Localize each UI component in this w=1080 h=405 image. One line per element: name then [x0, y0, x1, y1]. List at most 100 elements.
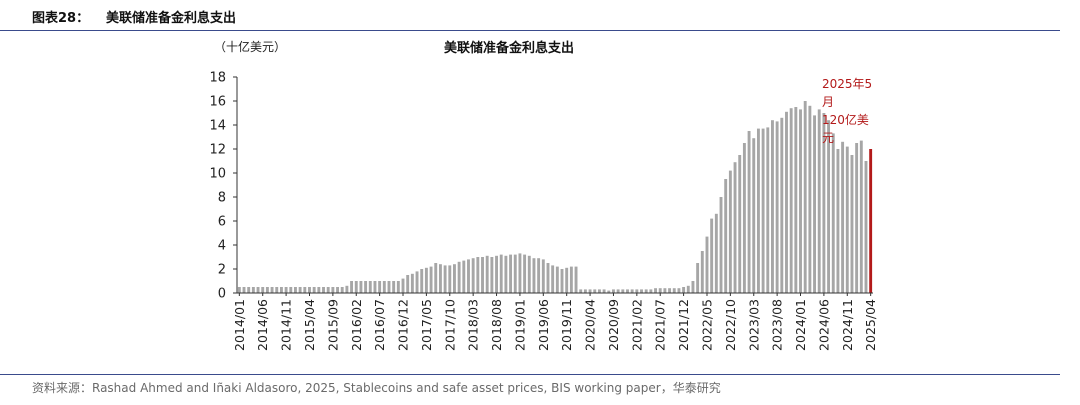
bar: [579, 289, 583, 293]
bar: [630, 289, 634, 293]
bar: [714, 213, 718, 293]
chart-title: 美联储准备金利息支出: [444, 41, 575, 56]
bar: [593, 289, 597, 293]
bar: [766, 127, 770, 294]
bar: [752, 138, 756, 293]
x-tick-label: 2017/05: [419, 299, 434, 351]
y-tick-label: 6: [218, 215, 226, 230]
bar: [532, 258, 536, 293]
bar: [817, 109, 821, 294]
bar: [742, 143, 746, 293]
bar: [336, 287, 339, 293]
bar: [270, 287, 274, 293]
bar: [789, 108, 793, 293]
bar: [597, 289, 601, 293]
annotation-line: 2025年5: [822, 77, 872, 91]
bar: [265, 287, 269, 293]
x-tick-label: 2018/03: [466, 299, 481, 351]
bar: [719, 197, 723, 293]
x-axis: 2014/01 2014/06 2014/11 2015/04 2015/09 2016/…: [232, 292, 878, 351]
bar: [607, 290, 611, 293]
bar: [499, 254, 503, 293]
x-tick-label: 2019/01: [512, 299, 527, 351]
bar: [406, 275, 410, 293]
bar: [317, 287, 321, 293]
bar: [467, 259, 470, 293]
bar: [303, 287, 307, 293]
bar: [831, 133, 835, 293]
bar: [354, 281, 358, 293]
figure-title: 美联储准备金利息支出: [106, 11, 237, 26]
bar: [251, 287, 255, 293]
bar: [509, 254, 513, 293]
x-tick-label: 2015/09: [325, 299, 340, 351]
bar: [780, 117, 784, 293]
x-tick-label: 2020/04: [583, 299, 598, 351]
bar: [841, 141, 845, 293]
bar: [410, 273, 414, 293]
y-tick-label: 4: [218, 239, 226, 254]
bar: [691, 281, 695, 293]
x-tick-label: 2025/04: [863, 299, 878, 351]
bar: [527, 255, 531, 293]
bars: [237, 101, 873, 294]
bar: [396, 281, 400, 293]
bar: [284, 287, 288, 293]
bar: [672, 288, 676, 293]
bar: [644, 289, 648, 293]
bar: [799, 109, 802, 294]
bar-highlight: [869, 149, 873, 293]
x-tick-label: 2014/01: [232, 299, 247, 351]
source-note: 资料来源：Rashad Ahmed and Iñaki Aldasoro, 20…: [32, 381, 721, 395]
bar: [490, 257, 494, 293]
x-tick-label: 2015/04: [302, 299, 317, 351]
bar: [756, 128, 760, 293]
bar: [331, 287, 335, 293]
bar: [322, 287, 325, 293]
bar: [476, 257, 480, 293]
y-axis-unit-label: （十亿美元）: [214, 40, 287, 54]
bar: [382, 281, 386, 293]
x-tick-label: 2014/11: [279, 299, 294, 351]
bar: [312, 287, 316, 293]
bar: [513, 254, 517, 293]
y-tick-label: 10: [209, 167, 226, 182]
x-tick-label: 2017/10: [442, 299, 457, 351]
bar: [256, 287, 260, 293]
figure-label: 图表28：: [32, 11, 90, 26]
bar: [294, 287, 297, 293]
bar: [738, 155, 742, 293]
bar: [803, 101, 807, 293]
bar: [845, 146, 849, 293]
bar: [569, 266, 573, 293]
bar: [626, 289, 629, 293]
bar: [565, 267, 569, 293]
bar: [696, 263, 700, 293]
x-tick-label: 2016/07: [372, 299, 387, 351]
bar: [635, 289, 639, 293]
annotation-line: 月: [822, 95, 834, 109]
x-tick-label: 2024/06: [816, 299, 831, 351]
bar: [546, 263, 550, 293]
x-tick-label: 2023/08: [770, 299, 785, 351]
bar: [495, 255, 498, 293]
x-tick-label: 2024/11: [840, 299, 855, 351]
x-tick-label: 2021/12: [676, 299, 691, 351]
bar: [359, 281, 363, 293]
bar: [612, 289, 615, 293]
x-tick-label: 2016/02: [349, 299, 364, 351]
x-tick-label: 2019/06: [536, 299, 551, 351]
figure-header: 图表28： 美联储准备金利息支出: [0, 0, 1060, 31]
bar: [700, 251, 704, 293]
bar: [733, 162, 737, 293]
bar: [237, 287, 241, 293]
bar: [438, 264, 442, 293]
bar: [822, 113, 826, 293]
bar: [420, 269, 424, 293]
y-tick-label: 14: [209, 119, 226, 134]
bar: [373, 281, 377, 293]
bar: [747, 131, 751, 293]
x-tick-label: 2022/10: [723, 299, 738, 351]
y-tick-label: 12: [209, 143, 226, 158]
